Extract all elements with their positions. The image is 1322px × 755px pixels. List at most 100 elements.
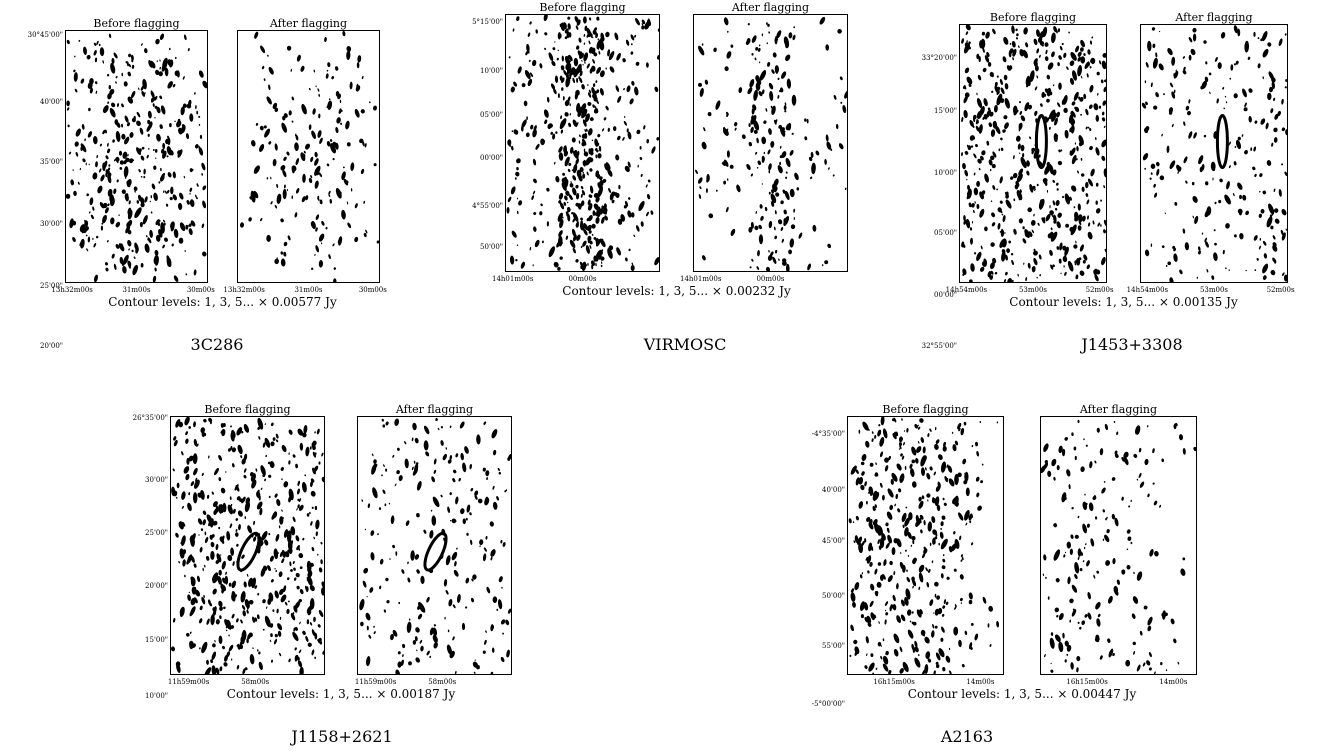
contour-blob [533, 125, 537, 132]
contour-blob [979, 421, 982, 423]
contour-blob [943, 441, 946, 447]
contour-blob [454, 561, 457, 567]
contour-blob [166, 146, 172, 156]
contour-blob [588, 149, 592, 154]
contour-blob [92, 206, 95, 211]
contour-blob [960, 554, 963, 557]
contour-blob [1064, 193, 1071, 205]
contour-blob [1144, 167, 1147, 170]
contour-blob [314, 431, 316, 434]
contour-blob [92, 172, 98, 180]
contour-blob [953, 568, 957, 572]
contour-blob [1080, 157, 1083, 161]
contour-blob [187, 594, 191, 602]
contour-blob [1013, 228, 1017, 235]
contour-blob [585, 245, 590, 254]
contour-blob [976, 251, 982, 262]
contour-blob [102, 214, 107, 224]
contour-blob [1262, 275, 1267, 281]
contour-blob [550, 83, 556, 90]
contour-blob [966, 76, 973, 85]
contour-blob [1102, 538, 1105, 541]
contour-blob [754, 57, 757, 61]
contour-blob [219, 536, 225, 542]
contour-blob [954, 538, 960, 550]
contour-blob [560, 115, 563, 120]
contour-blob [966, 144, 969, 148]
contour-blob [415, 627, 420, 633]
contour-blob [599, 179, 604, 186]
contour-blob [748, 141, 752, 147]
contour-blob [875, 667, 878, 670]
contour-blob [701, 255, 706, 261]
contour-blob [767, 62, 771, 67]
contour-blob [1057, 102, 1061, 108]
contour-blob [580, 193, 583, 198]
contour-blob [1026, 170, 1030, 176]
contour-blob [312, 492, 316, 497]
contour-blob [250, 190, 256, 203]
y-tick-label: 35'00" [40, 158, 63, 166]
contour-blob [850, 624, 854, 632]
contour-blob [1089, 40, 1093, 45]
contour-blob [962, 244, 966, 248]
contour-blob [1080, 75, 1083, 79]
contour-blob [751, 35, 757, 43]
contour-blob [929, 466, 933, 471]
contour-blob [1034, 110, 1038, 116]
contour-blob [206, 659, 209, 665]
contour-blob [884, 619, 887, 625]
contour-blob [284, 601, 288, 606]
contour-blob [943, 599, 946, 605]
contour-blob [278, 525, 281, 529]
contour-blob [297, 498, 300, 501]
contour-blob [298, 553, 304, 559]
contour-blob [777, 77, 780, 80]
contour-blob [617, 218, 623, 225]
contour-blob [1101, 111, 1105, 116]
contour-blob [203, 594, 205, 598]
contour-blob [1066, 469, 1071, 477]
contour-blob [216, 553, 222, 563]
contour-blob [312, 445, 316, 450]
contour-blob [1018, 101, 1022, 104]
contour-blob [231, 613, 235, 619]
contour-blob [969, 642, 973, 650]
contour-blob [781, 71, 787, 79]
contour-blob [1095, 208, 1101, 214]
contour-blob [258, 436, 261, 440]
contour-blob [444, 616, 446, 620]
contour-blob [1040, 103, 1043, 107]
contour-blob [940, 573, 944, 579]
contour-blob [1076, 656, 1081, 662]
contour-blob [734, 122, 738, 127]
contour-blob [340, 109, 343, 112]
contour-blob [645, 184, 648, 188]
contour-blob [103, 160, 108, 169]
contour-blob [469, 512, 472, 516]
contour-blob [253, 190, 259, 199]
contour-blob [253, 520, 256, 526]
contour-blob [1077, 65, 1083, 77]
contour-blob [1063, 265, 1065, 268]
contour-blob [185, 273, 188, 276]
contour-blob [791, 132, 794, 135]
contour-blob [213, 606, 217, 613]
contour-blob [394, 418, 400, 426]
contour-blob [572, 77, 576, 84]
contour-blob [810, 151, 814, 158]
contour-blob [698, 194, 702, 199]
contour-blob [860, 614, 865, 619]
contour-blob [960, 427, 965, 436]
contour-blob [942, 445, 947, 452]
contour-blob [1257, 63, 1261, 69]
contour-blob [747, 23, 750, 26]
contour-blob [254, 31, 259, 39]
contour-blob [1048, 109, 1056, 120]
contour-blob [1013, 198, 1016, 202]
contour-blob [1079, 626, 1082, 630]
contour-blob [929, 428, 932, 432]
contour-blob [587, 92, 592, 98]
contour-blob [215, 543, 219, 551]
contour-blob [1096, 71, 1100, 76]
